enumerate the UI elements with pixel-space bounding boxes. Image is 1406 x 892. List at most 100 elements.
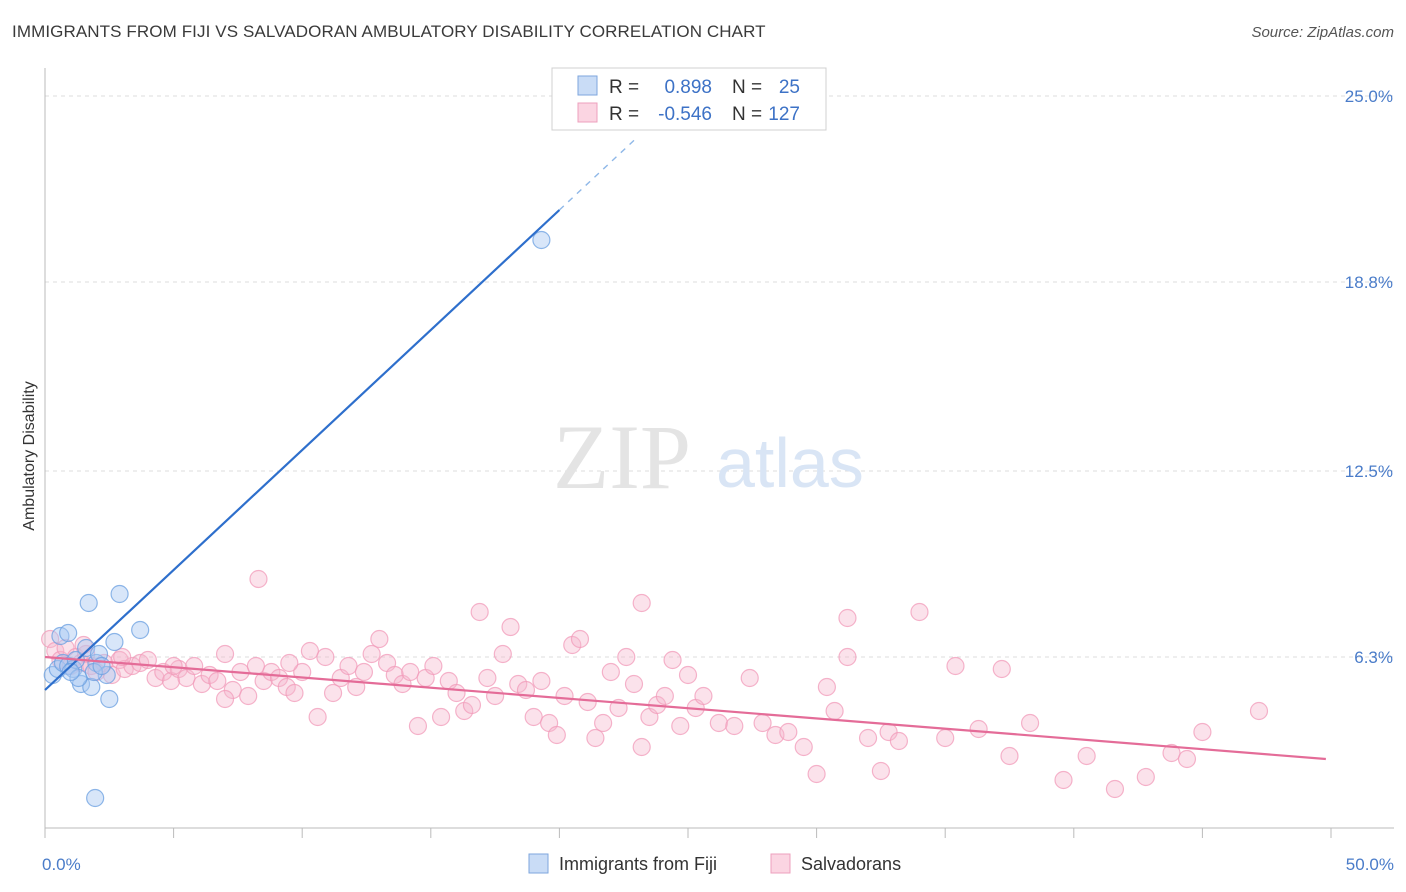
point-salvadorans <box>339 656 358 676</box>
bottom-legend-label-salvadorans: Salvadorans <box>801 854 901 874</box>
point-salvadorans <box>617 647 636 667</box>
y-tick-label: 12.5% <box>1345 462 1393 481</box>
point-salvadorans <box>408 716 428 736</box>
chart-title: IMMIGRANTS FROM FIJI VS SALVADORAN AMBUL… <box>12 22 766 41</box>
point-salvadorans <box>308 707 327 727</box>
point-fiji <box>79 593 98 613</box>
source-label: Source: ZipAtlas.com <box>1251 24 1394 41</box>
point-salvadorans <box>208 671 227 691</box>
point-salvadorans <box>709 713 728 733</box>
point-salvadorans <box>807 764 826 784</box>
point-salvadorans <box>663 650 682 670</box>
point-salvadorans <box>1193 722 1212 742</box>
point-salvadorans <box>246 656 266 676</box>
point-fiji <box>86 788 105 808</box>
point-salvadorans <box>1000 746 1019 766</box>
point-salvadorans <box>678 665 698 685</box>
trendline-fiji <box>44 209 561 691</box>
point-salvadorans <box>323 683 343 703</box>
point-salvadorans <box>570 629 590 649</box>
point-salvadorans <box>41 629 60 649</box>
legend-n-value-salvadorans: 127 <box>768 104 800 125</box>
point-salvadorans <box>1020 713 1040 733</box>
point-salvadorans <box>401 662 420 682</box>
point-salvadorans <box>1136 767 1155 787</box>
y-tick-labels: 6.3% 12.5% 18.8% 25.0% <box>1345 87 1393 667</box>
point-salvadorans <box>586 728 605 748</box>
point-salvadorans <box>1105 779 1125 799</box>
x-tick-label-min: 0.0% <box>42 855 81 874</box>
y-tick-label: 18.8% <box>1345 273 1393 292</box>
legend-r-value-fiji: 0.898 <box>664 77 712 98</box>
point-salvadorans <box>370 629 389 649</box>
point-salvadorans <box>300 641 320 661</box>
point-salvadorans <box>431 707 451 727</box>
point-salvadorans <box>470 602 489 622</box>
bottom-legend-label-fiji: Immigrants from Fiji <box>559 854 717 874</box>
point-salvadorans <box>825 701 844 721</box>
point-salvadorans <box>478 668 497 688</box>
point-salvadorans <box>655 686 674 706</box>
legend-n-label-salvadorans: N = <box>732 104 762 125</box>
point-salvadorans <box>946 656 965 676</box>
x-tick-label-max: 50.0% <box>1346 855 1394 874</box>
point-fiji <box>100 689 119 709</box>
point-salvadorans <box>601 662 620 682</box>
point-fiji <box>131 620 150 640</box>
point-salvadorans <box>249 569 268 589</box>
point-salvadorans <box>578 692 597 712</box>
point-fiji <box>61 662 80 682</box>
legend-box: R = 0.898 N = 25 R = -0.546 N = 127 <box>551 67 827 131</box>
point-salvadorans <box>753 713 772 733</box>
series-salvadorans <box>41 569 1269 799</box>
point-salvadorans <box>285 683 304 703</box>
point-salvadorans <box>362 644 381 664</box>
point-salvadorans <box>632 737 651 757</box>
point-salvadorans <box>316 647 335 667</box>
legend-r-label-fiji: R = <box>609 77 639 98</box>
point-salvadorans <box>215 689 235 709</box>
watermark-zip: ZIP <box>553 406 691 508</box>
point-salvadorans <box>1177 749 1197 769</box>
y-tick-label: 6.3% <box>1354 648 1393 667</box>
point-salvadorans <box>1249 701 1269 721</box>
point-salvadorans <box>624 674 644 694</box>
point-fiji <box>532 230 551 250</box>
point-fiji <box>82 677 101 697</box>
point-salvadorans <box>594 713 613 733</box>
point-salvadorans <box>1077 746 1096 766</box>
legend-frame <box>551 67 827 131</box>
point-salvadorans <box>671 716 690 736</box>
legend-n-value-fiji: 25 <box>779 77 800 98</box>
point-salvadorans <box>501 617 520 637</box>
point-salvadorans <box>185 656 204 676</box>
point-salvadorans <box>56 638 75 658</box>
point-salvadorans <box>794 737 813 757</box>
y-tick-label: 25.0% <box>1345 87 1393 106</box>
point-salvadorans <box>524 707 543 727</box>
point-salvadorans <box>817 677 836 697</box>
trendline-salvadorans <box>44 655 1326 761</box>
point-salvadorans <box>1162 743 1181 763</box>
point-salvadorans <box>838 608 857 628</box>
point-fiji <box>59 623 78 643</box>
point-salvadorans <box>740 668 759 688</box>
point-salvadorans <box>280 653 299 673</box>
watermark-atlas: atlas <box>716 424 864 502</box>
point-salvadorans <box>239 686 258 706</box>
trend-lines <box>44 137 1326 761</box>
bottom-legend: Immigrants from Fiji Salvadorans <box>528 853 901 874</box>
legend-r-value-salvadorans: -0.546 <box>658 104 712 125</box>
point-salvadorans <box>694 686 713 706</box>
point-salvadorans <box>532 671 551 691</box>
point-salvadorans <box>447 683 466 703</box>
point-salvadorans <box>555 686 574 706</box>
point-salvadorans <box>779 722 798 742</box>
point-salvadorans <box>493 644 512 664</box>
point-salvadorans <box>424 656 443 676</box>
point-fiji <box>110 584 129 604</box>
point-salvadorans <box>910 602 929 622</box>
legend-n-label-fiji: N = <box>732 77 762 98</box>
point-salvadorans <box>889 731 909 751</box>
